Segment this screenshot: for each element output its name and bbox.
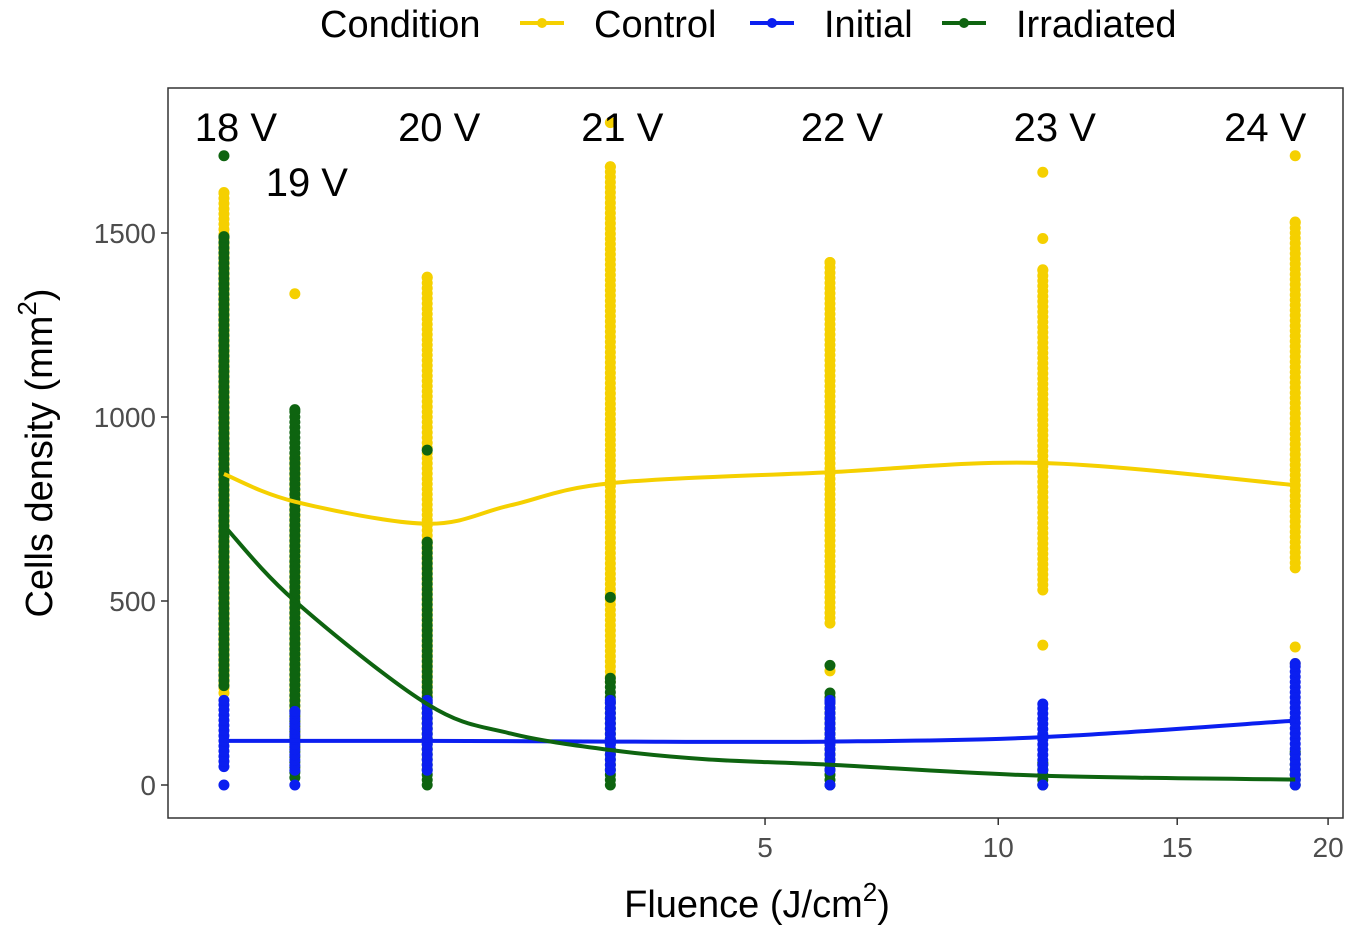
legend-label-control: Control xyxy=(594,4,717,46)
data-point-initial xyxy=(289,705,301,717)
plot-panel xyxy=(167,87,1344,819)
y-tick-label: 0 xyxy=(140,770,156,801)
data-point-irradiated xyxy=(289,404,301,416)
points-layer xyxy=(218,117,1301,791)
voltage-label: 20 V xyxy=(398,106,481,150)
data-point-irradiated xyxy=(421,444,433,456)
data-point-initial xyxy=(1289,658,1301,670)
data-point-initial xyxy=(218,779,230,791)
data-point-control xyxy=(218,187,230,199)
data-point-control xyxy=(1037,233,1049,245)
x-tick-label: 5 xyxy=(757,832,773,863)
voltage-label: 22 V xyxy=(801,106,884,150)
y-tick-label: 1000 xyxy=(94,402,156,433)
voltage-label: 21 V xyxy=(581,106,664,150)
voltage-labels: 18 V 19 V 20 V 21 V 22 V 23 V 24 V xyxy=(195,106,1307,205)
data-point-control xyxy=(1037,639,1049,651)
legend-key-point-irradiated xyxy=(959,18,969,28)
x-tick-label: 15 xyxy=(1162,832,1193,863)
data-point-control xyxy=(1289,216,1301,228)
y-tick-label: 1500 xyxy=(94,218,156,249)
data-point-control xyxy=(421,271,433,283)
y-axis: 0 500 1000 1500 xyxy=(94,218,168,801)
data-point-control xyxy=(824,256,836,268)
data-point-initial xyxy=(1037,698,1049,710)
data-point-initial xyxy=(1037,779,1049,791)
voltage-label: 24 V xyxy=(1224,106,1307,150)
y-axis-title: Cells density (mm2) xyxy=(12,288,61,617)
data-point-control xyxy=(604,117,616,129)
data-point-irradiated xyxy=(604,672,616,684)
data-point-initial xyxy=(604,694,616,706)
x-tick-label: 20 xyxy=(1313,832,1344,863)
data-point-initial xyxy=(218,694,230,706)
smooth-line-irradiated xyxy=(222,524,1296,782)
x-axis-title: Fluence (J/cm2) xyxy=(624,877,890,926)
data-point-irradiated xyxy=(421,536,433,548)
data-point-control xyxy=(1037,166,1049,178)
data-point-irradiated xyxy=(218,231,230,243)
legend-key-point-initial xyxy=(767,18,777,28)
data-point-irradiated xyxy=(604,591,616,603)
voltage-label: 19 V xyxy=(266,161,349,205)
legend-label-initial: Initial xyxy=(824,4,913,46)
data-point-initial xyxy=(289,779,301,791)
smooth-line-initial xyxy=(223,718,1296,744)
legend-key-point-control xyxy=(537,18,547,28)
voltage-label: 23 V xyxy=(1014,106,1097,150)
data-point-irradiated xyxy=(824,659,836,671)
x-axis: 5 10 15 20 xyxy=(757,818,1344,863)
legend: Condition Control Initial Irradiated xyxy=(320,4,1177,46)
data-point-initial xyxy=(824,779,836,791)
data-point-initial xyxy=(824,694,836,706)
data-point-control xyxy=(289,288,301,300)
data-point-control xyxy=(1289,641,1301,653)
legend-title: Condition xyxy=(320,4,481,46)
smooth-line-control xyxy=(223,460,1296,526)
legend-label-irradiated: Irradiated xyxy=(1016,4,1177,46)
smooth-lines-layer xyxy=(222,460,1296,782)
data-point-irradiated xyxy=(218,150,230,162)
voltage-label: 18 V xyxy=(195,106,278,150)
data-point-control xyxy=(604,161,616,173)
x-tick-label: 10 xyxy=(983,832,1014,863)
data-point-control xyxy=(1289,150,1301,162)
data-point-control xyxy=(1037,264,1049,276)
y-tick-label: 500 xyxy=(109,586,156,617)
